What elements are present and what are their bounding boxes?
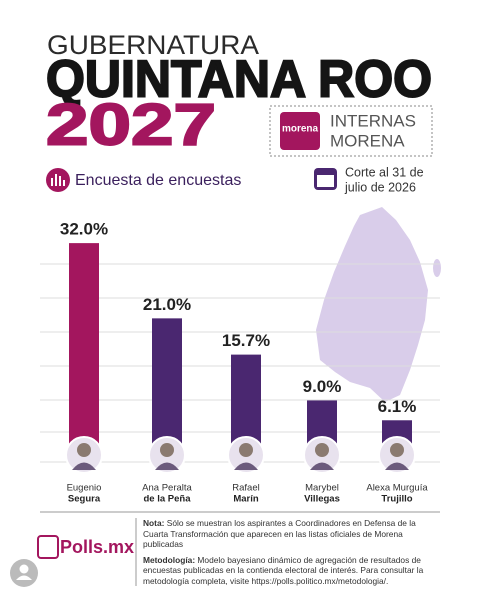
morena-logo-text: morena xyxy=(282,124,319,135)
avatar-head xyxy=(19,564,29,574)
note-text: Modelo bayesiano dinámico de agregación … xyxy=(143,554,424,586)
x-tick-label: Segura xyxy=(68,494,101,505)
subtitle: Encuesta de encuestas xyxy=(75,172,241,189)
notes: Nota: Sólo se muestran los aspirantes a … xyxy=(143,518,443,591)
x-tick-label: Rafael xyxy=(232,483,259,494)
bar xyxy=(69,243,99,462)
title: QUINTANA ROO xyxy=(46,51,432,109)
x-tick-label: Eugenio xyxy=(67,483,102,494)
value-label: 9.0% xyxy=(303,377,342,396)
photo-head xyxy=(160,443,174,457)
logo: Polls.mx xyxy=(60,537,134,557)
note-label: Metodología: xyxy=(143,554,196,565)
photo-head xyxy=(390,443,404,457)
badge-box xyxy=(269,105,433,157)
x-tick-label: de la Peña xyxy=(144,494,192,505)
photo-head xyxy=(239,443,253,457)
polls-icon xyxy=(37,535,59,559)
value-label: 21.0% xyxy=(143,295,191,314)
survey-icon xyxy=(46,168,70,192)
photo-body xyxy=(155,462,179,470)
map xyxy=(316,207,428,402)
cutoff: Corte al 31 de xyxy=(345,165,424,179)
map-island xyxy=(433,259,441,277)
value-label: 32.0% xyxy=(60,220,108,239)
x-tick-label: Alexa Murguía xyxy=(366,483,428,494)
cutoff: julio de 2026 xyxy=(344,180,416,194)
badge-line: INTERNAS xyxy=(330,111,416,130)
note: Nota: Sólo se muestran los aspirantes a … xyxy=(143,518,443,550)
photo-body xyxy=(385,462,409,470)
value-label: 6.1% xyxy=(378,397,417,416)
photo-body xyxy=(72,462,96,470)
x-tick-label: Marybel xyxy=(305,483,339,494)
survey-icon-bars xyxy=(51,174,65,186)
note-label: Nota: xyxy=(143,518,165,528)
photo-head xyxy=(77,443,91,457)
photo-body xyxy=(310,462,334,470)
year: 2027 xyxy=(46,92,216,157)
x-tick-label: Marín xyxy=(233,494,259,505)
calendar-icon-face xyxy=(317,175,334,187)
kicker: GUBERNATURA xyxy=(47,30,259,60)
x-tick-label: Trujillo xyxy=(381,494,412,505)
photo-body xyxy=(234,462,258,470)
value-label: 15.7% xyxy=(222,331,270,350)
morena-logo xyxy=(280,112,320,150)
photo-head xyxy=(315,443,329,457)
x-tick-label: Villegas xyxy=(304,494,340,505)
avatar-body xyxy=(16,575,32,580)
note: Metodología: Modelo bayesiano dinámico d… xyxy=(143,555,443,587)
x-tick-label: Ana Peralta xyxy=(142,483,192,494)
badge-line: MORENA xyxy=(330,131,405,150)
note-text: Sólo se muestran los aspirantes a Coordi… xyxy=(143,518,416,549)
